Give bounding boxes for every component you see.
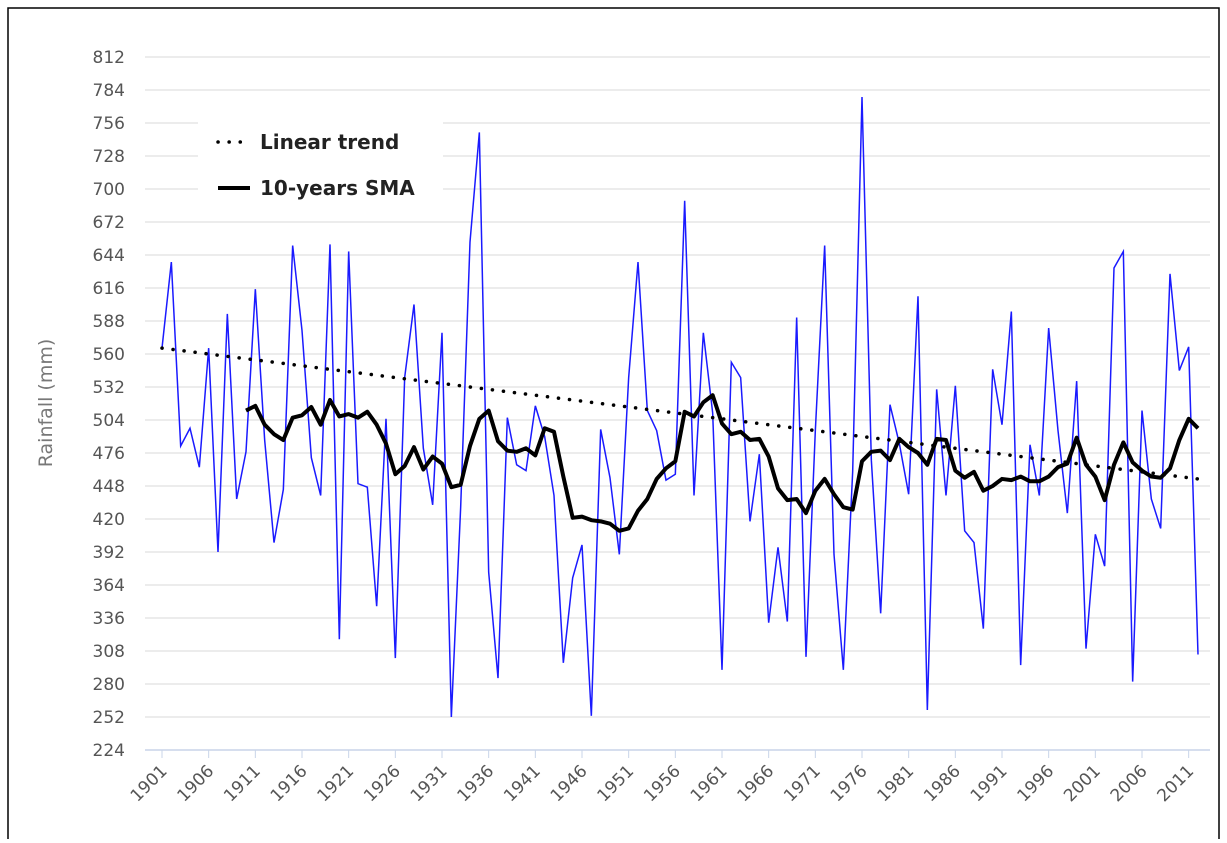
y-tick-label: 476 [93, 444, 125, 464]
y-tick-label: 420 [93, 510, 125, 530]
y-tick-label: 392 [93, 543, 125, 563]
legend-box [198, 118, 443, 214]
y-tick-label: 560 [93, 345, 125, 365]
x-tick-label: 1926 [360, 761, 405, 806]
x-tick-label: 2001 [1060, 761, 1105, 806]
y-tick-label: 224 [93, 741, 125, 761]
x-tick-label: 1976 [827, 761, 872, 806]
x-tick-label: 1911 [220, 761, 265, 806]
y-tick-label: 812 [93, 48, 125, 68]
y-tick-label: 784 [93, 81, 125, 101]
y-tick-label: 364 [93, 576, 125, 596]
y-tick-label: 672 [93, 213, 125, 233]
y-tick-label: 756 [93, 114, 125, 134]
x-tick-label: 1921 [313, 761, 358, 806]
x-tick-label: 1991 [967, 761, 1012, 806]
y-tick-label: 616 [93, 279, 125, 299]
series-line [160, 346, 1200, 481]
x-tick-label: 1981 [873, 761, 918, 806]
x-tick-label: 2006 [1107, 761, 1152, 806]
y-tick-label: 644 [93, 246, 125, 266]
y-tick-label: 588 [93, 312, 125, 332]
series-line [245, 393, 1200, 533]
x-tick-label: 1916 [267, 761, 312, 806]
x-tick-label: 1941 [500, 761, 545, 806]
y-tick-label: 280 [93, 675, 125, 695]
frame [7, 7, 1220, 843]
x-tick-label: 2011 [1153, 761, 1198, 806]
legend: Linear trend 10-years SMA [198, 118, 443, 214]
x-tick-label: 1956 [640, 761, 685, 806]
x-tick-label: 1931 [407, 761, 452, 806]
y-axis-label: Rainfall (mm) [35, 339, 57, 468]
y-tick-label: 504 [93, 411, 125, 431]
x-tick-label: 1901 [127, 761, 172, 806]
x-tick-label: 1946 [547, 761, 592, 806]
x-tick-label: 1966 [733, 761, 778, 806]
y-tick-label: 700 [93, 180, 125, 200]
x-tick-label: 1961 [687, 761, 732, 806]
y-tick-label: 448 [93, 477, 125, 497]
y-tick-label: 336 [93, 609, 125, 629]
y-tick-label: 252 [93, 708, 125, 728]
x-tick-label: 1906 [173, 761, 218, 806]
legend-label: 10-years SMA [260, 176, 415, 200]
x-tick-label: 1996 [1013, 761, 1058, 806]
x-tick-label: 1971 [780, 761, 825, 806]
legend-label: Linear trend [260, 130, 399, 154]
y-tick-label: 308 [93, 642, 125, 662]
y-tick-label: 532 [93, 378, 125, 398]
x-tick-label: 1951 [593, 761, 638, 806]
series-line [161, 97, 1199, 718]
x-tick-label: 1986 [920, 761, 965, 806]
plot [160, 97, 1200, 718]
y-tick-label: 728 [93, 147, 125, 167]
x-tick-label: 1936 [453, 761, 498, 806]
